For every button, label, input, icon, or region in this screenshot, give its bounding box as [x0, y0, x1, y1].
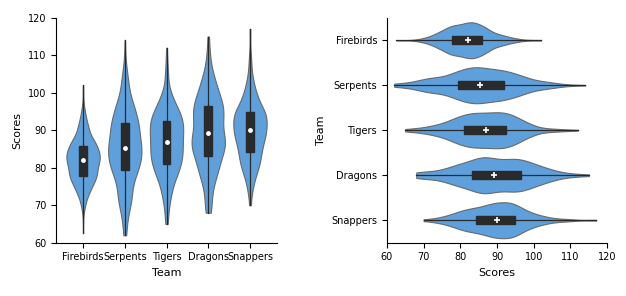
- Bar: [80, 146, 87, 176]
- X-axis label: Scores: Scores: [478, 268, 516, 278]
- Bar: [121, 123, 128, 170]
- Bar: [205, 106, 212, 156]
- Bar: [458, 81, 504, 89]
- Y-axis label: Team: Team: [316, 115, 326, 145]
- Bar: [476, 216, 515, 224]
- X-axis label: Team: Team: [151, 268, 182, 278]
- Bar: [464, 126, 506, 134]
- Bar: [452, 36, 481, 44]
- Bar: [246, 112, 254, 152]
- Bar: [472, 171, 521, 179]
- Y-axis label: Scores: Scores: [13, 112, 23, 149]
- Bar: [163, 121, 170, 164]
